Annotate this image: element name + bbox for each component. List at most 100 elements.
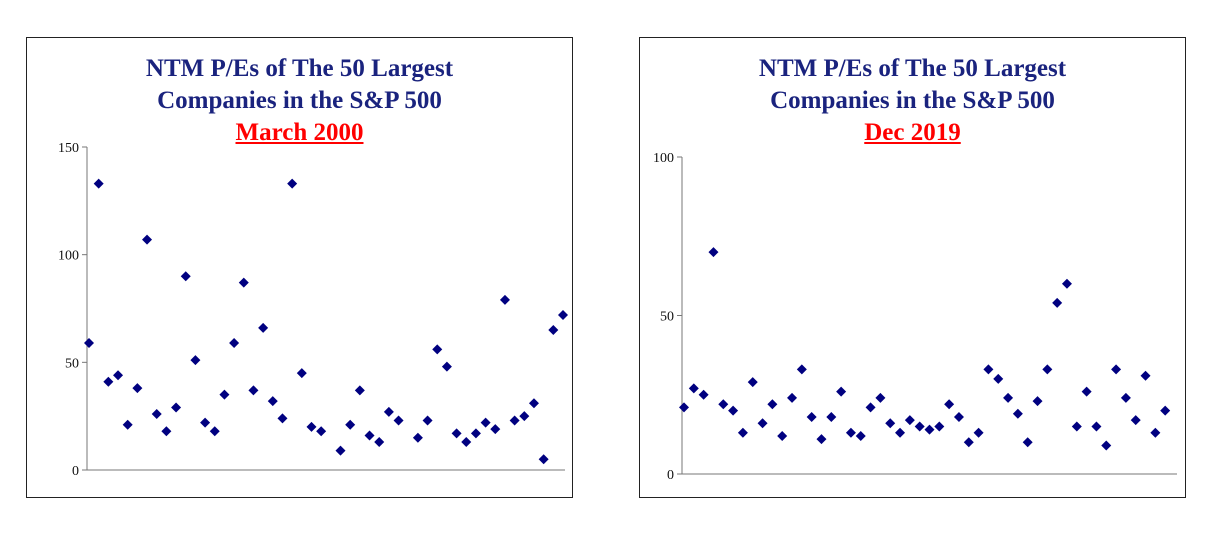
data-point [180,271,191,282]
data-point [519,411,530,422]
chart-title: NTM P/Es of The 50 Largest Companies in … [27,53,572,149]
data-point [963,437,974,448]
data-point [267,396,278,407]
data-point [93,178,104,189]
data-point [238,277,249,288]
data-point [528,398,539,409]
data-point [470,428,481,439]
data-point [441,361,452,372]
data-point [480,417,491,428]
data-point [1111,364,1122,375]
scatter-plot-march-2000: 0 50 100 150 [58,141,568,479]
y-tick-label: 0 [72,464,79,479]
data-point [1140,370,1151,381]
data-point [1032,396,1043,407]
data-point [103,376,114,387]
y-tick-label: 0 [667,468,674,483]
data-point [383,406,394,417]
data-point [219,389,230,400]
data-point [1061,278,1072,289]
data-point [84,337,94,348]
data-point [190,355,201,366]
data-point [787,392,798,403]
data-point [287,178,298,189]
data-point [412,432,423,443]
data-point [1091,421,1102,432]
data-point [461,437,472,448]
data-point [708,247,719,258]
data-point [1150,427,1161,438]
data-point [316,426,327,437]
data-point [895,427,906,438]
data-point [875,392,886,403]
data-point [777,430,788,441]
data-point [1022,437,1033,448]
data-point [718,399,729,410]
data-point [688,383,699,394]
data-point [924,424,935,435]
data-point [816,434,827,445]
data-point [451,428,462,439]
data-point [161,426,172,437]
chart-panel-march-2000: NTM P/Es of The 50 Largest Companies in … [26,37,573,498]
data-point [728,405,739,416]
data-point [277,413,288,424]
data-point [679,402,689,413]
data-point [757,418,768,429]
data-point [855,430,866,441]
data-point [1003,392,1014,403]
data-point [248,385,259,396]
data-point [747,377,758,388]
data-point [171,402,182,413]
data-point [1052,297,1063,308]
data-point [142,234,153,245]
data-point [944,399,955,410]
chart-panel-dec-2019: NTM P/Es of The 50 Largest Companies in … [639,37,1186,498]
y-tick-label: 50 [65,356,79,371]
data-point [306,421,317,432]
data-point [1042,364,1053,375]
data-point [1081,386,1092,397]
data-point [1071,421,1082,432]
data-point [737,427,748,438]
chart-subtitle: March 2000 [235,119,364,146]
chart-subtitle: Dec 2019 [864,119,961,146]
data-point [422,415,433,426]
data-point [345,419,356,430]
data-point [1130,415,1141,426]
data-point [296,368,307,379]
data-point [845,427,856,438]
data-point [335,445,346,456]
data-point [258,322,269,333]
data-point [538,454,549,465]
y-tick-label: 150 [58,141,79,156]
data-point [1012,408,1023,419]
chart-title-line-1: NTM P/Es of The 50 Largest [758,55,1067,82]
data-point [973,427,984,438]
data-point [934,421,945,432]
y-tick-label: 100 [653,151,674,166]
data-point [113,370,124,381]
data-point [209,426,220,437]
data-point [432,344,443,355]
data-point [122,419,133,430]
data-point [354,385,365,396]
chart-title-line-2: Companies in the S&P 500 [770,87,1055,114]
data-point [865,402,876,413]
data-point [767,399,778,410]
chart-title-line-2: Companies in the S&P 500 [157,87,442,114]
data-point [796,364,807,375]
data-point [132,383,143,394]
chart-title: NTM P/Es of The 50 Largest Companies in … [640,53,1185,149]
data-point [364,430,375,441]
y-tick-label: 100 [58,249,79,264]
data-point [229,337,240,348]
data-point [509,415,520,426]
data-point [993,373,1004,384]
data-point [1160,405,1171,416]
data-point [983,364,994,375]
data-point [885,418,896,429]
data-point [200,417,211,428]
data-point [826,411,837,422]
data-point [490,424,501,435]
